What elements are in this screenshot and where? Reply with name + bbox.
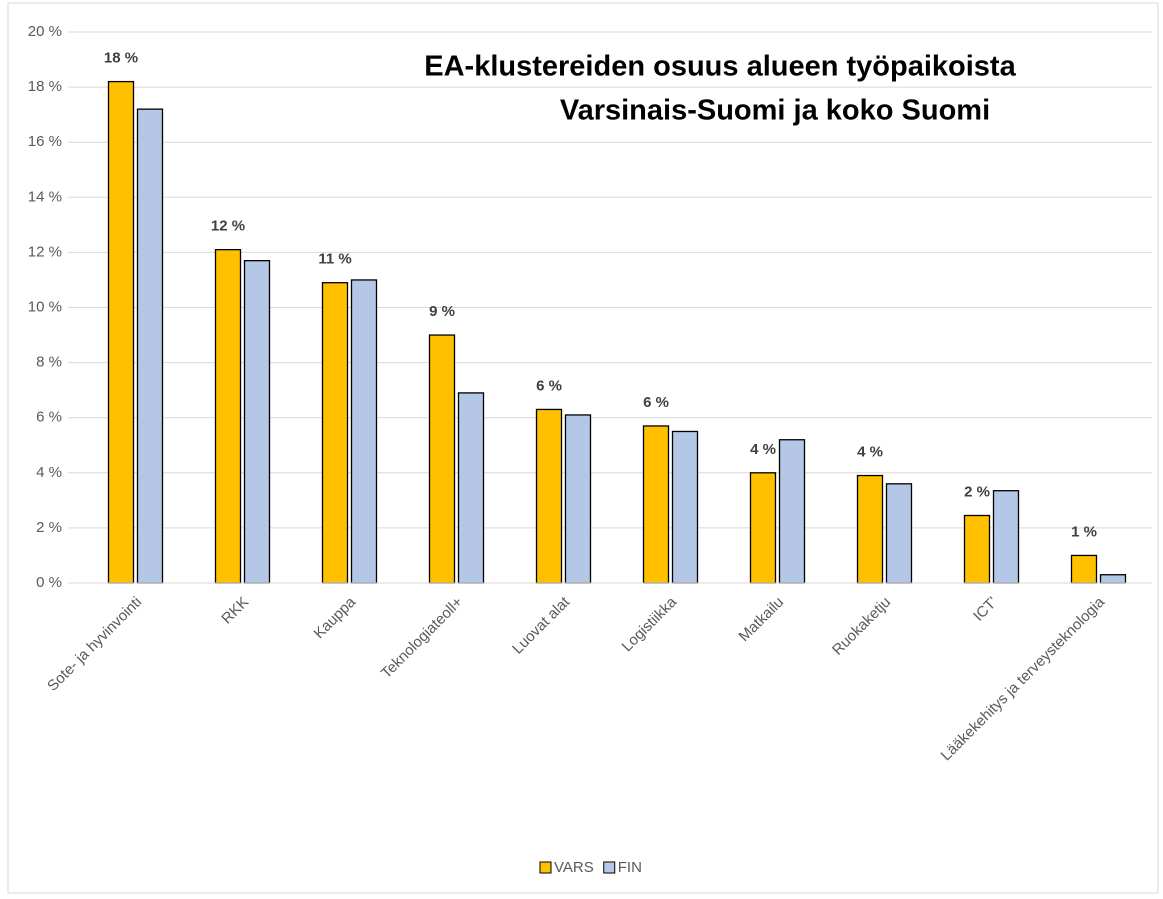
bar [350,279,378,584]
bar [1070,554,1098,584]
y-tick-label: 14 % [28,188,62,205]
y-tick-label: 2 % [36,519,62,536]
bar [749,472,777,584]
bar [856,474,884,584]
chart-title: Varsinais-Suomi ja koko Suomi [560,95,990,127]
bar [214,248,242,584]
bar [671,430,699,584]
bar [243,260,271,584]
legend-swatch [539,861,552,874]
x-tick-label: Luovat alat [509,593,574,658]
bar [321,282,349,584]
legend-label: FIN [618,859,642,876]
y-tick-label: 4 % [36,464,62,481]
value-label: 4 % [750,441,776,458]
bar [136,108,164,584]
bar [535,408,563,584]
bar [428,334,456,584]
chart-frame [7,2,1159,894]
value-label: 6 % [643,394,669,411]
value-label: 1 % [1071,523,1097,540]
bar [107,80,135,584]
bar [778,439,806,584]
legend-label: VARS [554,859,594,876]
y-tick-label: 20 % [28,23,62,40]
x-tick-label: Sote- ja hyvinvointi [44,594,145,695]
x-tick-label: RKK [218,594,252,628]
value-label: 4 % [857,444,883,461]
x-tick-label: ICT' [970,594,1001,625]
value-label: 2 % [964,483,990,500]
y-tick-label: 10 % [28,298,62,315]
y-tick-label: 12 % [28,243,62,260]
chart-title: EA-klustereiden osuus alueen työpaikoist… [424,51,1016,83]
value-label: 12 % [211,218,245,235]
value-label: 9 % [429,303,455,320]
bar [963,514,991,584]
x-tick-label: Lääkekehitys ja terveysteknologia [938,593,1109,764]
x-tick-label: Teknologiateoll+ [378,593,467,682]
y-tick-label: 16 % [28,133,62,150]
x-tick-label: Ruokaketju [829,594,894,659]
x-tick-label: Matkailu [736,594,788,646]
bar [457,392,485,584]
bar [642,425,670,584]
bar [1099,574,1127,584]
legend-swatch [603,861,616,874]
y-tick-label: 0 % [36,574,62,591]
y-tick-label: 18 % [28,78,62,95]
y-tick-label: 8 % [36,354,62,371]
value-label: 18 % [104,50,138,67]
value-label: 11 % [318,251,351,268]
x-tick-label: Kauppa [311,593,360,642]
bar [992,490,1020,584]
y-tick-label: 6 % [36,409,62,426]
value-label: 6 % [536,377,562,394]
x-tick-label: Logistiikka [619,593,681,655]
bar [564,414,592,584]
bar [885,483,913,584]
